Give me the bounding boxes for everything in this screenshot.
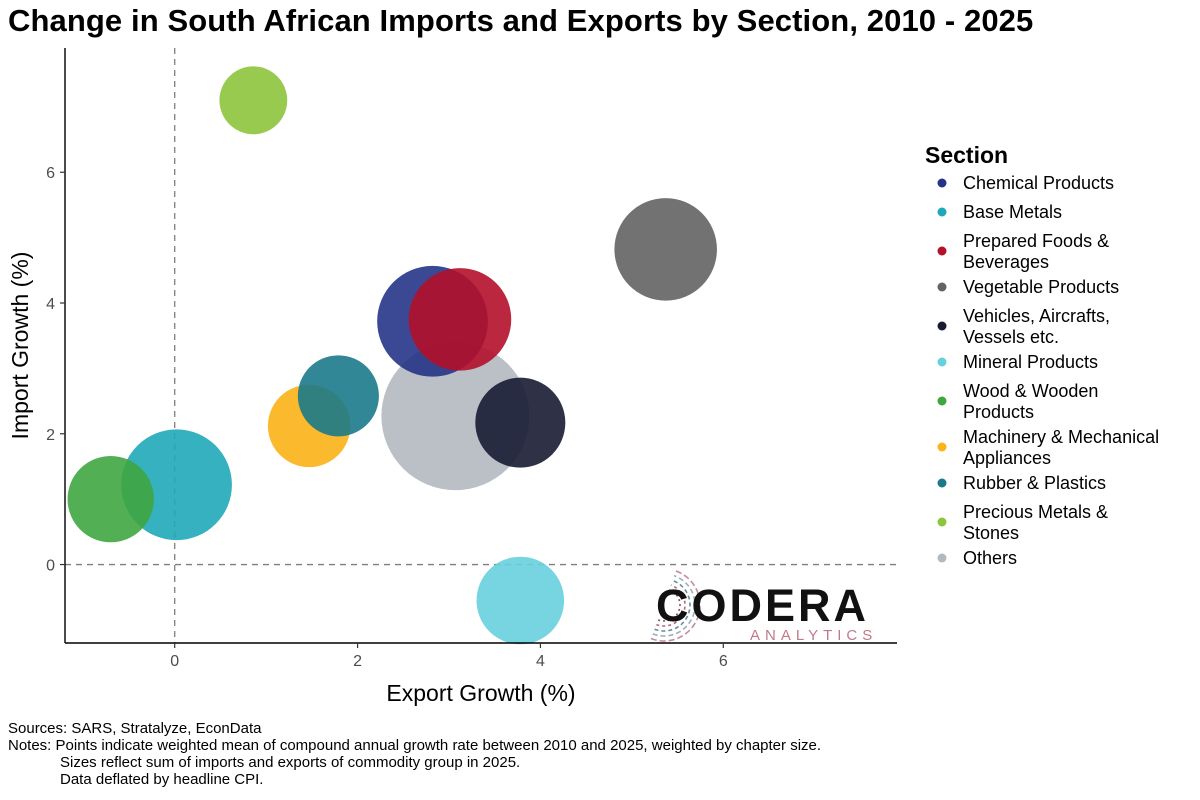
legend-item-others: Others — [937, 548, 1017, 568]
logo-arc — [650, 570, 701, 642]
legend-label-line: Stones — [963, 523, 1019, 543]
y-tick-label: 4 — [46, 296, 55, 313]
scatter-chart: CODERA ANALYTICS 0 2 4 6 0 2 4 6 Export Growth (… — [7, 48, 1159, 706]
legend-label: Rubber & Plastics — [963, 473, 1106, 493]
legend-item-prepared-foods-beverages: Prepared Foods & Beverages — [937, 231, 1109, 272]
legend-label-line: Chemical Products — [963, 173, 1114, 193]
legend-label-line: Base Metals — [963, 202, 1062, 222]
x-axis-title: Export Growth (%) — [386, 680, 575, 706]
legend-key-dot — [937, 478, 947, 488]
legend-label-line: Prepared Foods & — [963, 231, 1109, 251]
legend-item-chemical-products: Chemical Products — [937, 173, 1114, 193]
sources-text: Sources: SARS, Stratalyze, EconData — [8, 720, 262, 737]
legend-key-dot — [937, 282, 947, 292]
y-axis-title: Import Growth (%) — [7, 252, 33, 440]
notes-line-1: Notes: Points indicate weighted mean of … — [8, 737, 822, 754]
legend-key-dot — [937, 178, 947, 188]
legend-item-precious-metals-stones: Precious Metals & Stones — [937, 502, 1108, 543]
codera-logo: CODERA ANALYTICS — [650, 570, 877, 644]
legend-label: Mineral Products — [963, 352, 1098, 372]
legend-key-dot — [937, 553, 947, 563]
legend-label-line: Vehicles, Aircrafts, — [963, 306, 1110, 326]
legend-label: Base Metals — [963, 202, 1062, 222]
legend-label: Vegetable Products — [963, 277, 1119, 297]
legend-label: Vehicles, Aircrafts, Vessels etc. — [963, 306, 1110, 347]
legend-label-line: Products — [963, 402, 1034, 422]
legend-key-dot — [937, 396, 947, 406]
legend-label: Precious Metals & Stones — [963, 502, 1108, 543]
chart-footer: Sources: SARS, Stratalyze, EconData Note… — [8, 720, 821, 788]
plot-area — [65, 48, 897, 645]
legend-item-vehicles-aircrafts-vessels-etc: Vehicles, Aircrafts, Vessels etc. — [937, 306, 1110, 347]
y-tick-label: 0 — [46, 558, 55, 575]
legend-label: Prepared Foods & Beverages — [963, 231, 1109, 272]
legend: Section Chemical Products Base Metals Prepa… — [925, 142, 1159, 568]
logo-arc — [654, 579, 691, 632]
x-tick-label: 6 — [719, 653, 728, 670]
bubble-precious-metals-stones — [219, 66, 288, 135]
bubble-rubber-plastics — [297, 355, 379, 437]
bubble-mineral-products — [476, 556, 565, 645]
legend-key-dot — [937, 207, 947, 217]
logo-subword: ANALYTICS — [750, 627, 877, 644]
legend-item-wood-wooden-products: Wood & Wooden Products — [937, 381, 1098, 422]
legend-key-dot — [937, 442, 947, 452]
legend-key-dot — [937, 517, 947, 527]
legend-item-base-metals: Base Metals — [937, 202, 1062, 222]
y-tick-label: 6 — [46, 165, 55, 182]
legend-label: Wood & Wooden Products — [963, 381, 1098, 422]
logo-arc — [652, 574, 696, 637]
notes-line-3: Data deflated by headline CPI. — [60, 771, 264, 788]
legend-label-line: Wood & Wooden — [963, 381, 1098, 401]
legend-label-line: Appliances — [963, 448, 1051, 468]
x-tick-label: 0 — [170, 653, 179, 670]
legend-label-line: Vegetable Products — [963, 277, 1119, 297]
y-tick-label: 2 — [46, 427, 55, 444]
legend-key-dot — [937, 357, 947, 367]
legend-label-line: Machinery & Mechanical — [963, 427, 1159, 447]
legend-title: Section — [925, 142, 1008, 168]
legend-label-line: Rubber & Plastics — [963, 473, 1106, 493]
bubble-wood-wooden-products — [67, 456, 154, 543]
legend-label-line: Mineral Products — [963, 352, 1098, 372]
logo-arc — [656, 584, 686, 627]
legend-label: Chemical Products — [963, 173, 1114, 193]
logo-word: CODERA — [656, 580, 869, 631]
legend-key-dot — [937, 321, 947, 331]
legend-label-line: Beverages — [963, 252, 1049, 272]
axes: 0 2 4 6 0 2 4 6 Export Growth (%) Import Growth (… — [7, 48, 897, 706]
legend-item-vegetable-products: Vegetable Products — [937, 277, 1119, 297]
logo-arc — [657, 589, 681, 622]
bubble-vehicles-aircrafts-vessels-etc — [475, 377, 566, 468]
chart-title: Change in South African Imports and Expo… — [8, 3, 1034, 38]
bubble-prepared-foods-beverages — [408, 268, 512, 371]
legend-item-mineral-products: Mineral Products — [937, 352, 1098, 372]
bubble-vegetable-products — [614, 198, 717, 301]
legend-label: Machinery & Mechanical Appliances — [963, 427, 1159, 468]
legend-label-line: Precious Metals & — [963, 502, 1108, 522]
legend-item-machinery-mechanical-appliances: Machinery & Mechanical Appliances — [937, 427, 1159, 468]
notes-line-2: Sizes reflect sum of imports and exports… — [60, 754, 521, 771]
x-tick-label: 2 — [353, 653, 362, 670]
legend-label: Others — [963, 548, 1017, 568]
x-tick-label: 4 — [536, 653, 545, 670]
legend-item-rubber-plastics: Rubber & Plastics — [937, 473, 1106, 493]
legend-key-dot — [937, 246, 947, 256]
legend-label-line: Vessels etc. — [963, 327, 1059, 347]
legend-label-line: Others — [963, 548, 1017, 568]
logo-ring-icon — [650, 570, 701, 642]
